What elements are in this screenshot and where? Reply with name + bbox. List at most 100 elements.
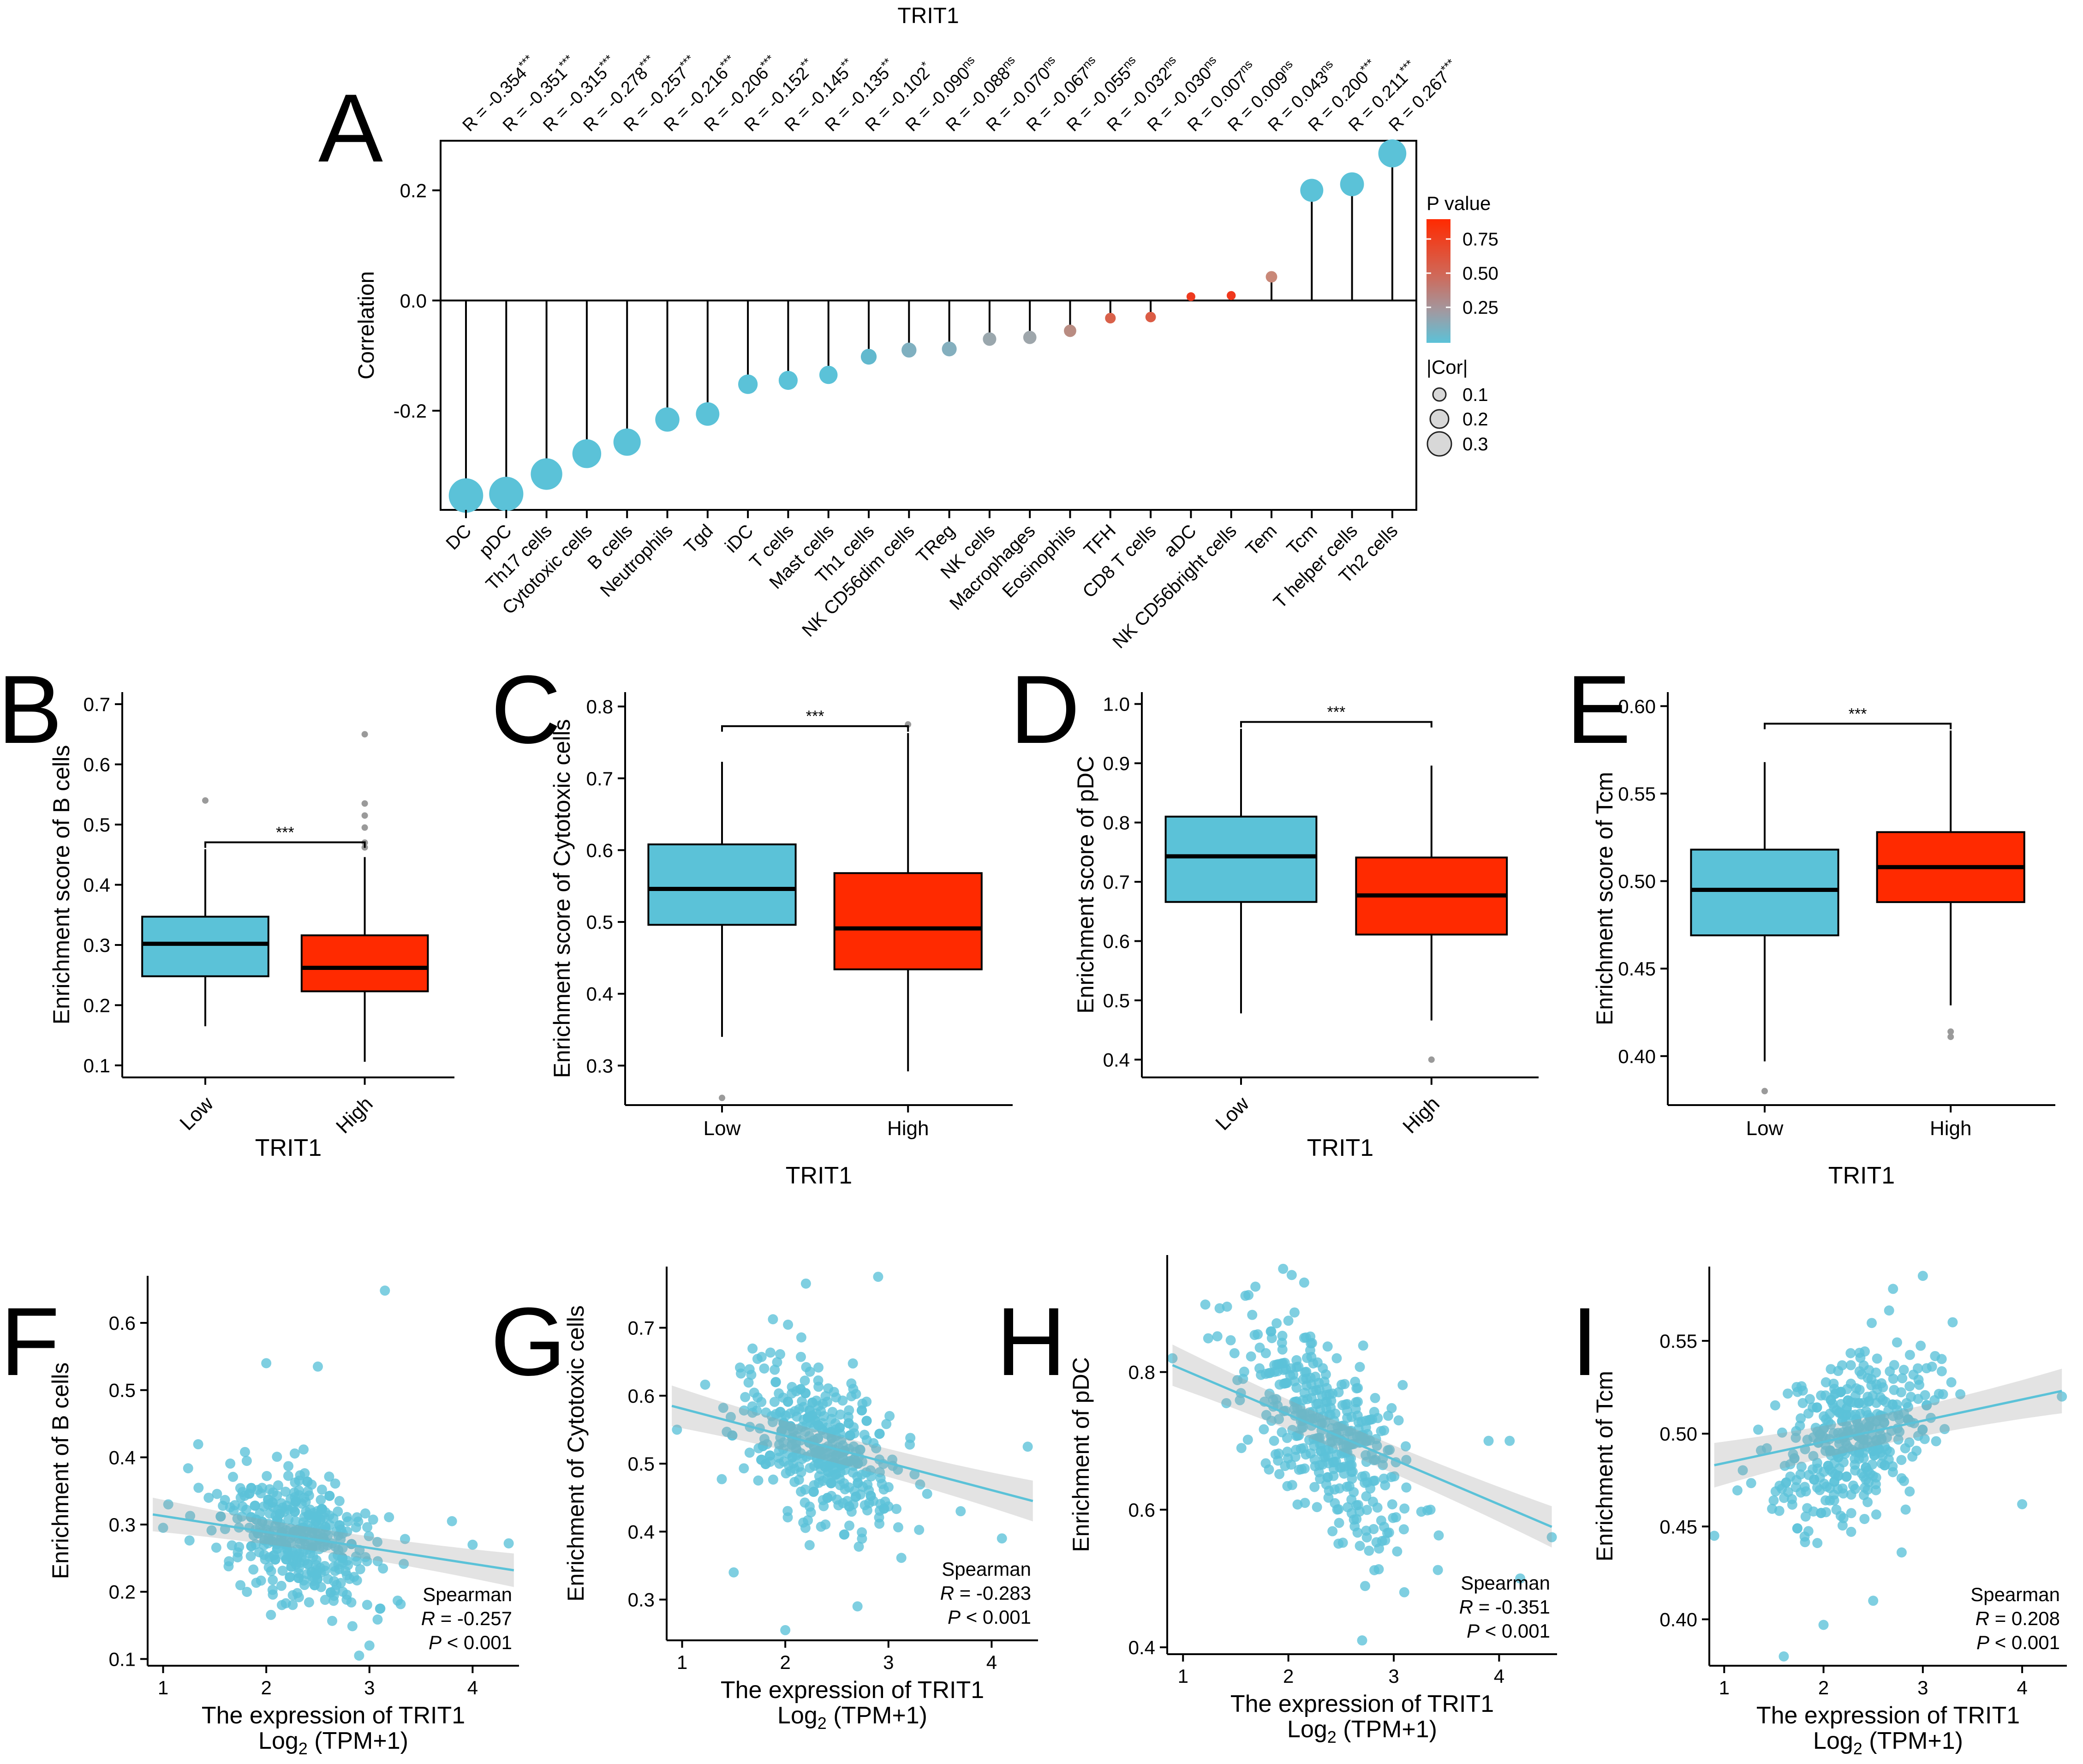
scatter-point: [333, 1506, 343, 1517]
scatter-point: [1920, 1390, 1930, 1400]
size-legend-circle: [1429, 409, 1450, 429]
scatter-point: [1709, 1531, 1719, 1541]
scatter-point: [782, 1506, 793, 1516]
scatter-point: [239, 1447, 250, 1457]
scatter-point: [1221, 1398, 1232, 1408]
x-axis-label: The expression of TRIT1: [202, 1702, 465, 1729]
scatter-point: [400, 1534, 410, 1544]
scatter-point: [362, 1556, 372, 1567]
scatter-point: [1823, 1417, 1834, 1427]
scatter-point: [1287, 1480, 1297, 1490]
scatter-point: [1867, 1459, 1878, 1470]
scatter-point: [1878, 1382, 1888, 1393]
scatter-point: [276, 1580, 286, 1591]
scatter-point: [827, 1407, 838, 1417]
text-part: Log: [777, 1702, 818, 1729]
lollipop-point: [1226, 291, 1236, 300]
x-tick-label: Tem: [1242, 520, 1281, 560]
x-axis-label-units: Log2 (TPM+1): [1287, 1716, 1437, 1746]
y-tick-label: 0.7: [1103, 871, 1130, 893]
scatter-point: [831, 1392, 842, 1403]
scatter-point: [1753, 1424, 1764, 1435]
scatter-point: [1371, 1537, 1382, 1548]
panel-c: 0.3 0.4 0.5 0.6 0.7 0.8 Enrichment score of Cy…: [549, 692, 1013, 1189]
scatter-point: [1316, 1446, 1326, 1456]
scatter-point: [220, 1495, 230, 1505]
scatter-point: [769, 1397, 780, 1407]
scatter-point: [1922, 1399, 1932, 1410]
lollipop-point: [613, 428, 641, 456]
scatter-point: [304, 1490, 314, 1501]
outlier-point: [1947, 1028, 1954, 1035]
scatter-point: [1264, 1368, 1274, 1379]
lollipop-point: [1023, 330, 1037, 344]
x-tick-label: Low: [175, 1092, 218, 1135]
scatter-point: [1397, 1380, 1408, 1390]
x-tick-label: 3: [883, 1651, 894, 1673]
scatter-point: [1850, 1390, 1861, 1401]
scatter-point: [861, 1435, 872, 1445]
scatter-point: [230, 1500, 240, 1511]
scatter-point: [1791, 1381, 1802, 1392]
scatter-point: [1829, 1458, 1840, 1468]
scatter-point: [747, 1407, 758, 1418]
scatter-point: [289, 1526, 300, 1537]
y-axis-label: Enrichment of Cytotoxic cells: [563, 1305, 589, 1602]
x-tick-label: High: [1930, 1117, 1972, 1140]
scatter-point: [1334, 1483, 1345, 1494]
x-tick-label: Low: [1746, 1117, 1784, 1140]
stats-method: Spearman: [942, 1558, 1031, 1580]
scatter-point: [1862, 1435, 1873, 1446]
scatter-point: [1250, 1281, 1261, 1292]
scatter-point: [1259, 1424, 1269, 1435]
x-tick-label: 3: [1917, 1677, 1928, 1698]
scatter-point: [1294, 1465, 1304, 1475]
scatter-point: [891, 1504, 902, 1514]
scatter-point: [1871, 1485, 1881, 1495]
scatter-point: [378, 1563, 388, 1574]
scatter-point: [1859, 1513, 1870, 1524]
scatter-point: [848, 1358, 858, 1369]
scatter-point: [1836, 1399, 1846, 1409]
x-tick-label: 4: [986, 1651, 997, 1673]
scatter-point: [795, 1351, 806, 1362]
box-low: [1164, 815, 1318, 903]
scatter-point: [242, 1587, 252, 1597]
scatter-point: [324, 1490, 335, 1501]
scatter-point: [813, 1433, 824, 1444]
scatter-point: [765, 1347, 776, 1358]
scatter-point: [807, 1397, 818, 1408]
scatter-point: [235, 1492, 246, 1503]
x-axis-label: TRIT1: [1828, 1162, 1895, 1189]
scatter-point: [1393, 1415, 1404, 1426]
scatter-point: [322, 1574, 333, 1585]
x-axis-label: The expression of TRIT1: [721, 1677, 984, 1704]
scatter-point: [1905, 1392, 1916, 1402]
scatter-point: [1796, 1413, 1806, 1423]
scatter-point: [285, 1572, 295, 1582]
scatter-point: [467, 1539, 478, 1550]
scatter-point: [1817, 1431, 1828, 1441]
y-axis-label: Enrichment of Tcm: [1592, 1371, 1617, 1561]
scatter-point: [1304, 1435, 1314, 1445]
colorbar-tick-label: 0.25: [1462, 298, 1498, 318]
scatter-point: [1269, 1360, 1280, 1370]
scatter-point: [1247, 1310, 1258, 1320]
text-part: (TPM+1): [1862, 1728, 1963, 1754]
x-tick-label: 3: [1388, 1665, 1399, 1687]
text-part: < 0.001: [961, 1606, 1031, 1628]
scatter-point: [1361, 1532, 1372, 1543]
scatter-point: [290, 1477, 300, 1488]
scatter-point: [1433, 1530, 1444, 1541]
scatter-point: [244, 1489, 255, 1499]
scatter-point: [753, 1475, 764, 1486]
scatter-point: [752, 1354, 763, 1364]
scatter-point: [765, 1457, 776, 1467]
scatter-point: [1903, 1414, 1914, 1424]
scatter-point: [272, 1452, 282, 1462]
scatter-point: [1820, 1507, 1831, 1518]
scatter-point: [1825, 1445, 1836, 1456]
scatter-point: [1212, 1331, 1223, 1342]
scatter-point: [1833, 1366, 1844, 1376]
scatter-point: [241, 1456, 252, 1466]
